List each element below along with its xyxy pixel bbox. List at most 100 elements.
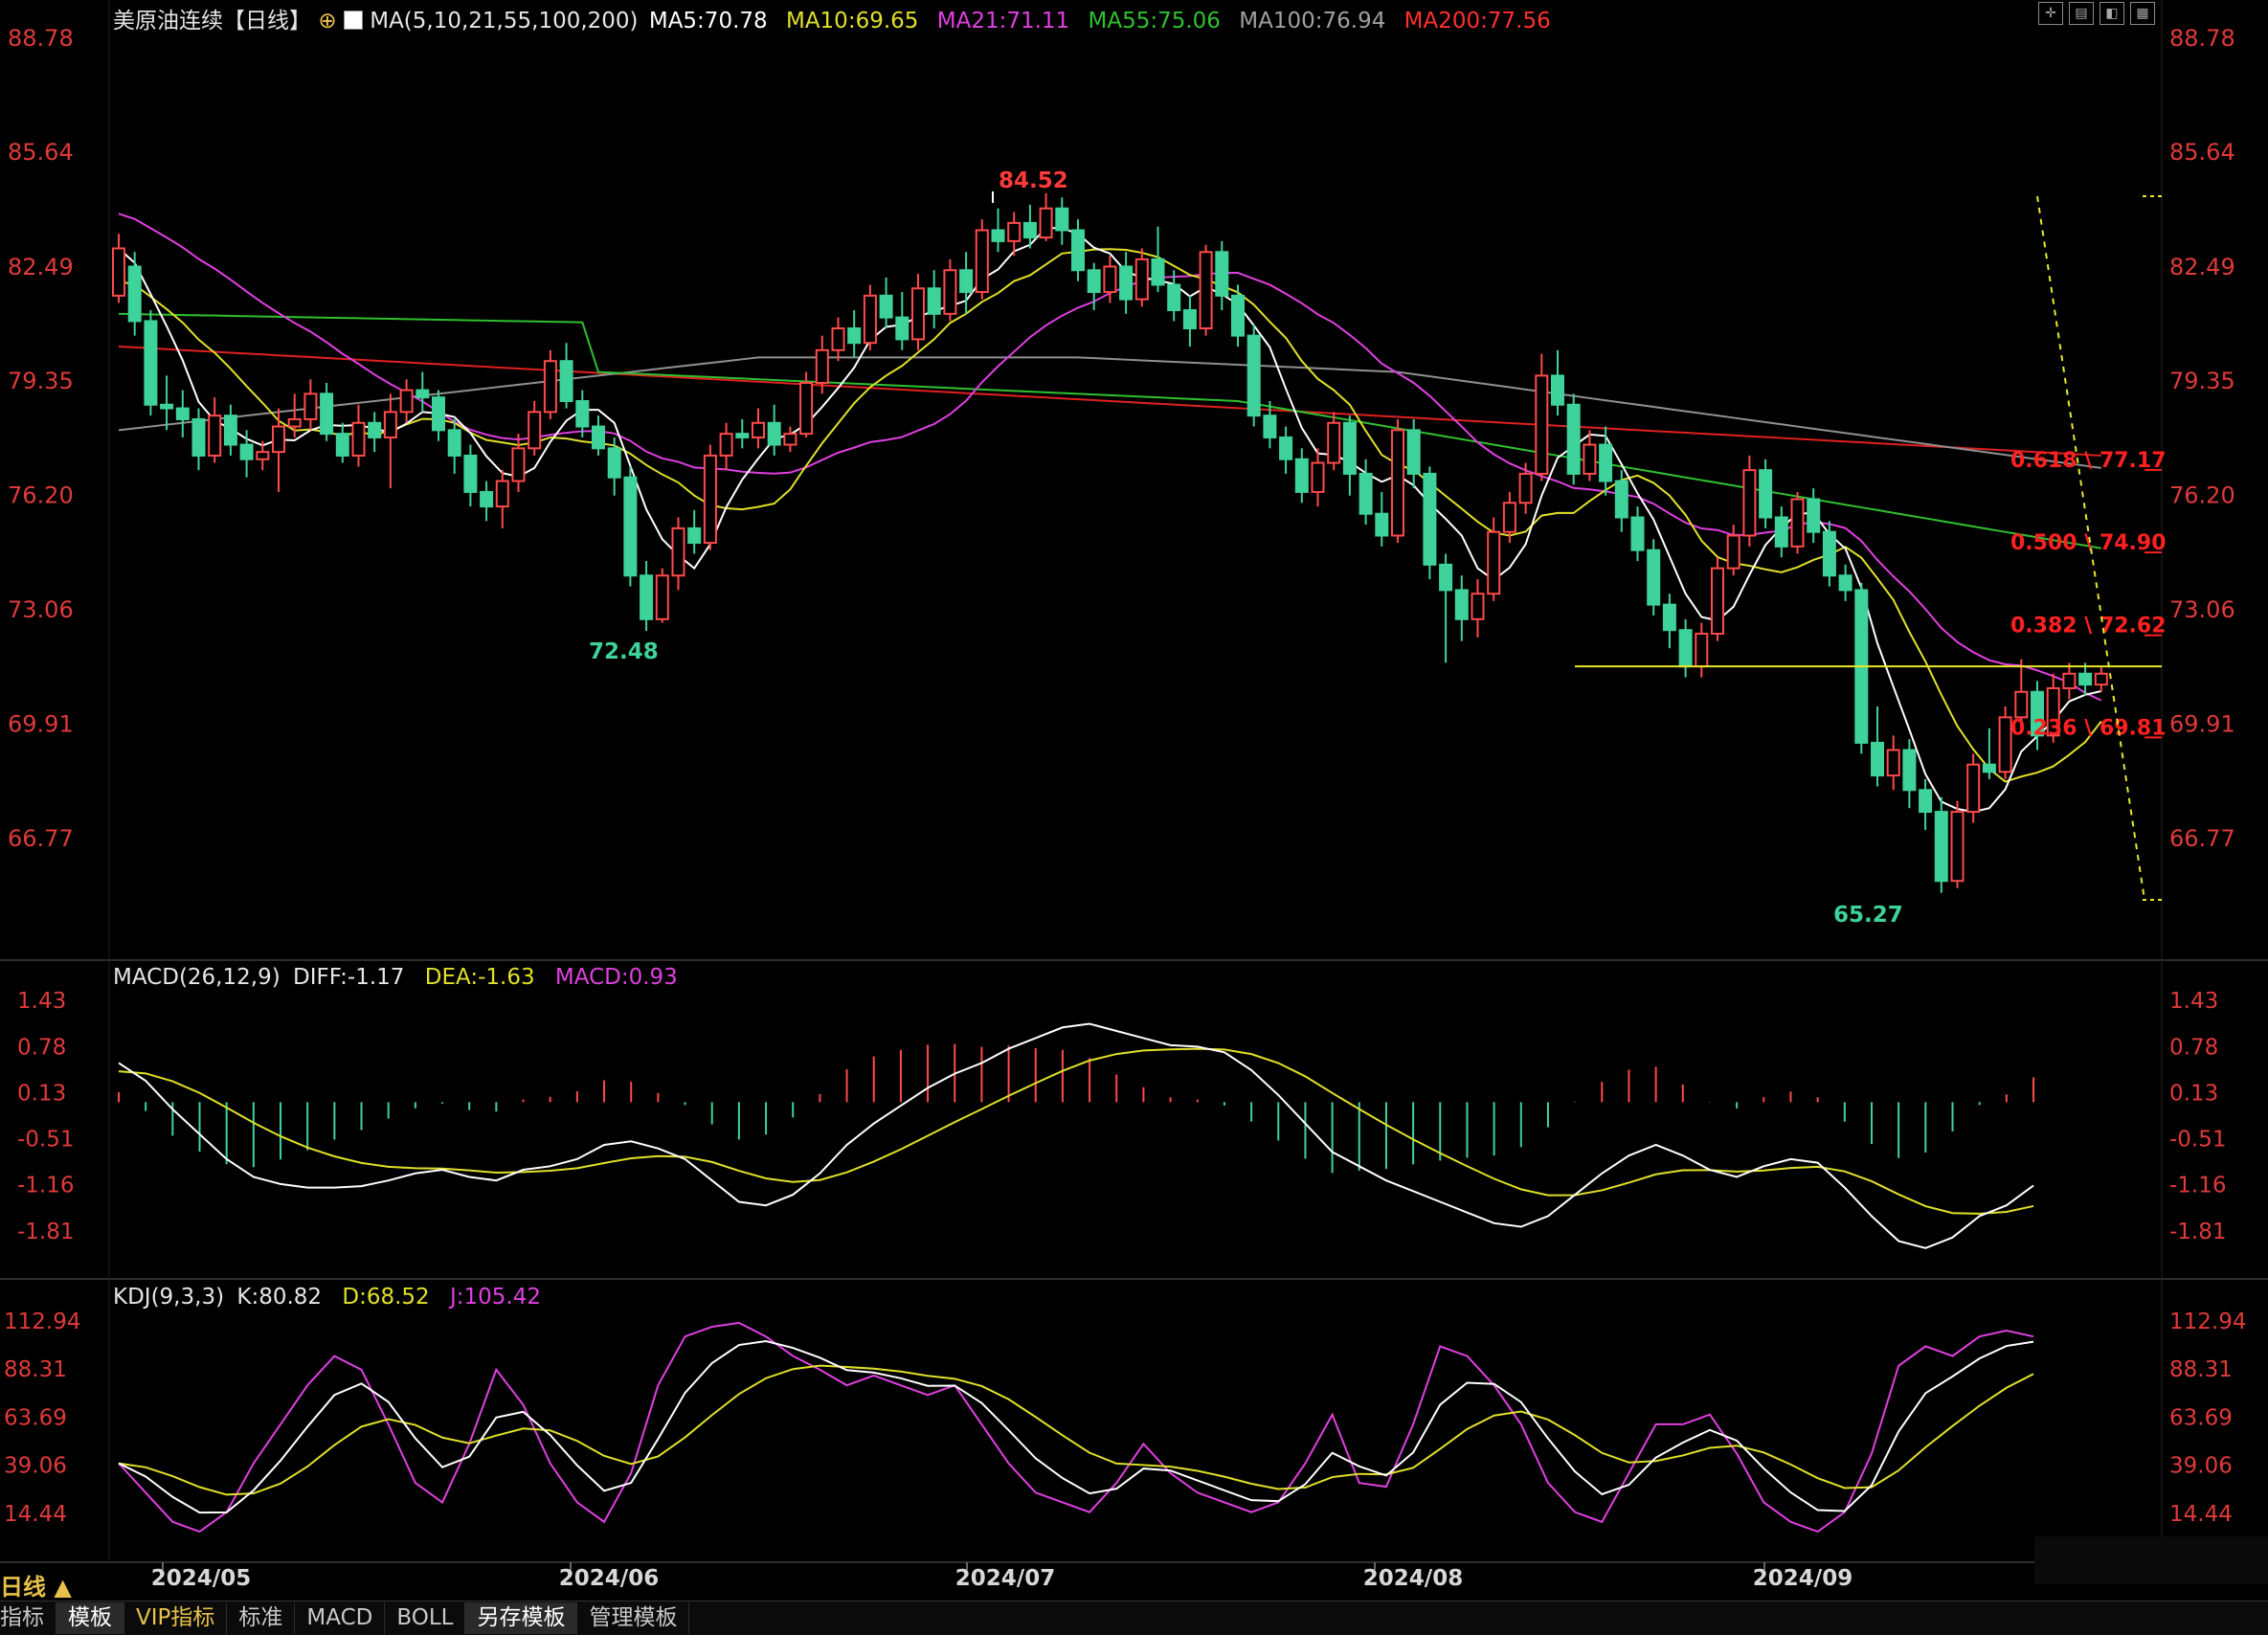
candle-body: [1871, 741, 1884, 777]
price-axis-tick-left: 69.91: [8, 711, 74, 738]
kdj-axis-tick-left: 112.94: [4, 1310, 80, 1334]
candle-body: [1151, 258, 1165, 286]
candle-body: [1167, 283, 1181, 312]
candle-body: [160, 403, 174, 410]
candle-body: [735, 433, 750, 438]
kdj-axis-tick-left: 88.31: [4, 1357, 67, 1382]
date-axis-label: 2024/06: [559, 1566, 659, 1591]
candle-body: [1103, 265, 1117, 294]
candle-body: [1134, 258, 1149, 301]
kdj-title[interactable]: KDJ(9,3,3): [113, 1285, 225, 1310]
candle-body: [1327, 421, 1341, 464]
price-axis-tick-left: 73.06: [8, 596, 74, 623]
window-tool-icons: ✛ ▤ ◧ ▦: [2038, 2, 2155, 25]
candle-body: [1487, 530, 1501, 595]
candle-body: [1182, 309, 1197, 330]
kdj-axis-tick-right: 14.44: [2169, 1502, 2233, 1527]
tab-standard[interactable]: 标准: [227, 1602, 296, 1634]
ma100-line: [118, 356, 2101, 469]
macd-axis-tick-right: -1.81: [2169, 1220, 2227, 1244]
ma55-value: MA55:75.06: [1088, 9, 1221, 34]
candle-body: [1934, 811, 1948, 883]
layout-split-icon[interactable]: ◧: [2100, 2, 2124, 25]
candle-body: [1471, 593, 1485, 620]
date-axis-label: 2024/07: [955, 1566, 1055, 1591]
layout-icon[interactable]: ▤: [2069, 2, 2094, 25]
candle-body: [1566, 403, 1581, 475]
candle-body: [2014, 690, 2029, 719]
candle-body: [559, 360, 573, 402]
candle-body: [911, 287, 925, 341]
tab-vip-indicator[interactable]: VIP指标: [124, 1602, 228, 1634]
period-label[interactable]: 日线 ▲: [0, 1574, 72, 1601]
ma10-value: MA10:69.65: [785, 9, 919, 34]
candle-body: [1535, 374, 1549, 475]
candle-body: [831, 327, 845, 351]
high-price-label: 84.52: [999, 168, 1068, 193]
chart-header: 美原油连续【日线】 ⊕ MA(5,10,21,55,100,200) MA5:7…: [113, 2, 1551, 34]
candle-body: [2046, 686, 2060, 737]
candle-body: [687, 526, 702, 545]
kdj-axis-tick-left: 63.69: [4, 1405, 67, 1430]
candle-body: [1630, 516, 1645, 551]
macd-diff-line: [118, 1022, 2034, 1249]
candle-body: [975, 229, 989, 294]
candle-body: [752, 421, 765, 438]
macd-axis-tick-left: -0.51: [17, 1127, 75, 1152]
candle-body: [1423, 472, 1437, 566]
crosshair-icon[interactable]: ✛: [2038, 2, 2063, 25]
ma10-line: [118, 248, 2102, 783]
candle-body: [1391, 429, 1404, 537]
macd-title[interactable]: MACD(26,12,9): [113, 965, 281, 990]
candle-body: [959, 269, 974, 294]
candle-body: [1807, 498, 1821, 533]
candle-body: [335, 433, 349, 457]
tab-indicator[interactable]: 指标: [0, 1602, 56, 1634]
candle-body: [223, 414, 237, 446]
candle-body: [1359, 472, 1373, 515]
candle-body: [1711, 567, 1724, 636]
tab-boll[interactable]: BOLL: [385, 1602, 466, 1634]
tab-template[interactable]: 模板: [56, 1602, 124, 1634]
price-axis-tick-left: 88.78: [8, 25, 74, 52]
instrument-title[interactable]: 美原油连续【日线】: [113, 9, 311, 34]
candle-body: [1982, 763, 1996, 773]
tab-macd[interactable]: MACD: [295, 1602, 386, 1634]
macd-axis-tick-right: -1.16: [2169, 1174, 2227, 1198]
candle-body: [1790, 498, 1805, 548]
candle-body: [719, 433, 733, 457]
date-axis-label: 2024/09: [1753, 1566, 1853, 1591]
ma-indicator-icon[interactable]: [343, 11, 363, 30]
fibonacci-level-label: 0.236 \ 69.81: [2010, 716, 2167, 740]
candle-body: [191, 417, 206, 457]
ma5-value: MA5:70.78: [648, 9, 768, 34]
candle-body: [2078, 672, 2093, 686]
candle-body: [112, 247, 125, 297]
fullscreen-icon[interactable]: ▦: [2130, 2, 2155, 25]
ma21-value: MA21:71.11: [936, 9, 1070, 34]
kdj-axis-tick-right: 63.69: [2169, 1405, 2233, 1430]
tab-save-template[interactable]: 另存模板: [465, 1602, 578, 1634]
settings-icon[interactable]: ⊕: [318, 9, 337, 34]
macd-value: MACD:0.93: [554, 965, 678, 990]
candle-body: [927, 287, 941, 315]
kdj-k: K:80.82: [236, 1285, 323, 1310]
candle-body: [1662, 603, 1676, 632]
candle-body: [175, 407, 190, 420]
price-chart-area[interactable]: 88.78 88.78 85.64 85.64 82.49 82.49 79.35 79.35…: [0, 0, 2268, 1601]
kdj-axis-tick-right: 112.94: [2169, 1310, 2246, 1334]
candle-body: [543, 360, 557, 414]
price-axis-tick-right: 69.91: [2169, 711, 2235, 738]
macd-diff: DIFF:-1.17: [293, 965, 405, 990]
candle-body: [239, 443, 254, 460]
fibonacci-projection-line: [2036, 195, 2145, 901]
macd-axis-tick-left: -1.81: [17, 1220, 75, 1244]
candle-body: [1774, 516, 1788, 548]
macd-header: MACD(26,12,9) DIFF:-1.17 DEA:-1.63 MACD:…: [113, 965, 678, 990]
candle-body: [1071, 229, 1085, 272]
candle-body: [1342, 421, 1357, 475]
candle-body: [815, 348, 829, 384]
price-axis-tick-left: 76.20: [8, 482, 74, 509]
tab-manage-template[interactable]: 管理模板: [577, 1602, 690, 1634]
price-axis-tick-right: 88.78: [2169, 25, 2235, 52]
